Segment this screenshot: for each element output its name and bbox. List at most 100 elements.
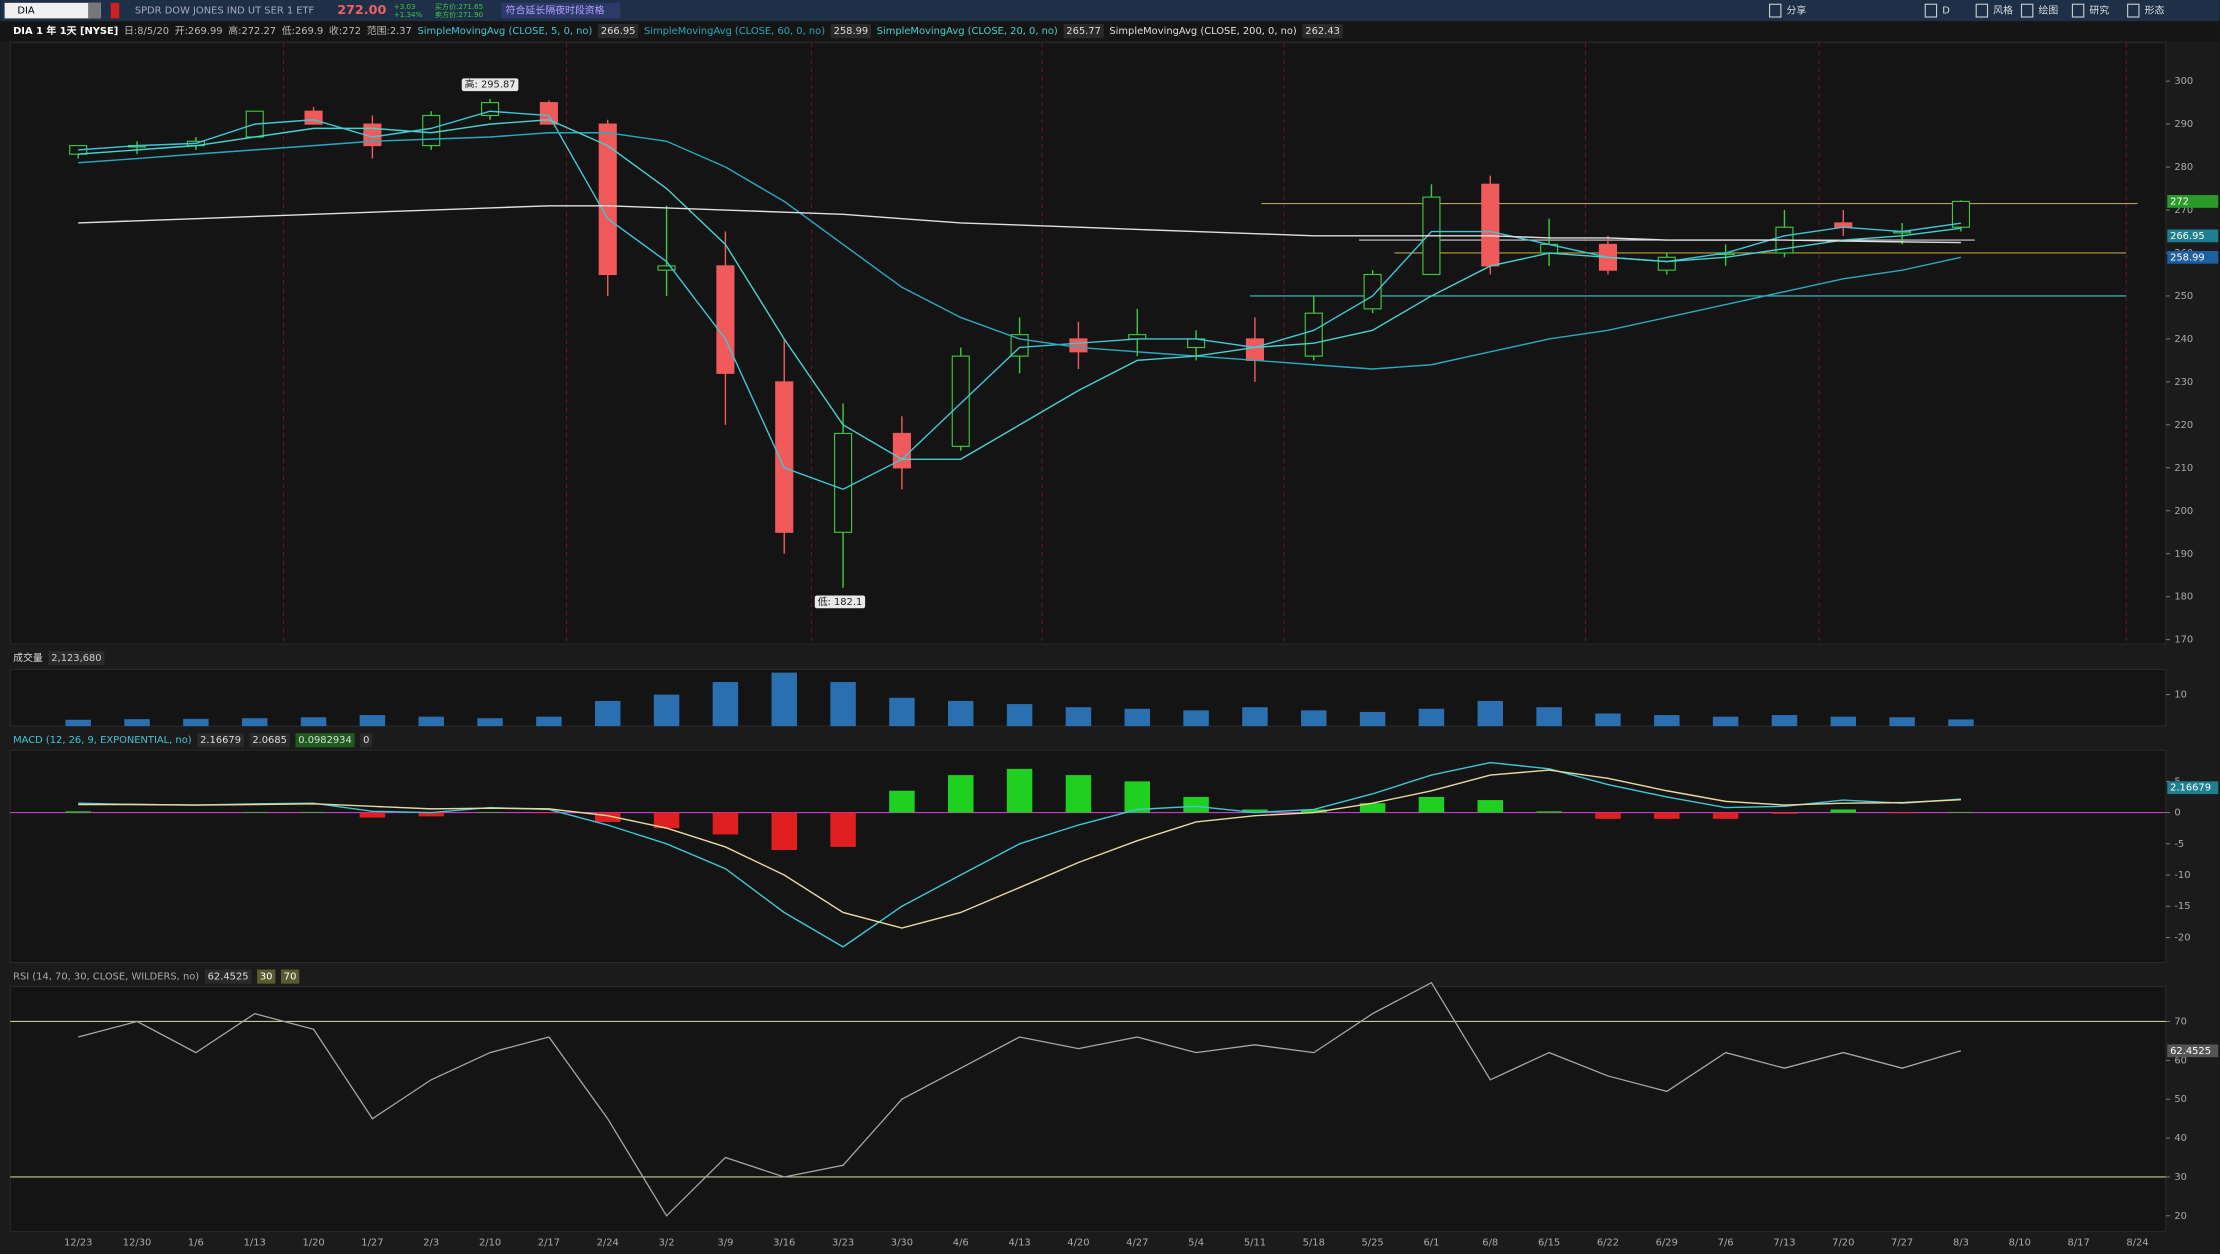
y-tick-label: 40 <box>2174 1133 2187 1144</box>
x-tick-label: 2/3 <box>423 1238 439 1249</box>
macd-histogram <box>1948 811 1974 813</box>
panel-value: 62.4525 <box>208 972 249 983</box>
y-tick-label: 180 <box>2174 592 2193 603</box>
volume-bar <box>1536 707 1562 727</box>
toolbar-button[interactable] <box>2020 3 2034 18</box>
y-tick-label: 10 <box>2174 690 2187 701</box>
toolbar-button-label[interactable]: 形态 <box>2145 4 2165 17</box>
macd-histogram <box>1889 812 1915 814</box>
chart-title: DIA 1 年 1天 [NYSE] <box>13 24 118 37</box>
moving-average <box>78 132 1962 370</box>
x-tick-label: 12/23 <box>64 1238 93 1249</box>
volume-bar <box>65 719 91 727</box>
symbol-input[interactable] <box>4 2 101 19</box>
y-tick-label: 220 <box>2174 420 2193 431</box>
x-tick-label: 2/24 <box>597 1238 619 1249</box>
panel-value: 0 <box>363 735 369 746</box>
toolbar-button[interactable] <box>2127 3 2140 18</box>
ohlc-field: 低:269.9 <box>282 24 324 37</box>
y-tick-label: 0 <box>2174 808 2180 819</box>
x-tick-label: 3/30 <box>891 1238 913 1249</box>
candle-body <box>1304 312 1323 357</box>
panel-title: 成交量 <box>13 651 43 664</box>
x-tick-label: 5/25 <box>1361 1238 1383 1249</box>
price-badge <box>2167 250 2219 264</box>
toolbar-button-label[interactable]: 研究 <box>2089 4 2109 17</box>
toolbar-button[interactable] <box>2071 3 2085 18</box>
macd-line <box>78 761 1961 948</box>
ohlc-field: 高:272.27 <box>228 24 276 37</box>
macd-histogram <box>1712 812 1739 819</box>
y-tick-label: 280 <box>2174 162 2193 173</box>
panel-value-box <box>295 733 355 748</box>
volume-bar <box>1654 715 1680 727</box>
y-tick-label: -5 <box>2174 839 2184 850</box>
y-tick-label: 210 <box>2174 463 2193 474</box>
y-tick-label: 30 <box>2174 1172 2187 1183</box>
x-tick-label: 8/3 <box>1953 1238 1969 1249</box>
volume-bar <box>1183 710 1209 727</box>
x-tick-label: 2/10 <box>479 1238 501 1249</box>
panel-value-box <box>48 651 105 666</box>
price-badge <box>2167 229 2219 243</box>
macd-histogram <box>1595 812 1621 819</box>
x-tick-label: 4/13 <box>1008 1238 1030 1249</box>
x-tick-label: 7/20 <box>1832 1238 1854 1249</box>
volume-bar <box>1830 716 1857 727</box>
y-tick-label: 50 <box>2174 1094 2187 1105</box>
macd-histogram <box>1418 796 1445 813</box>
y-tick-label: 230 <box>2174 377 2193 388</box>
panel-title: RSI (14, 70, 30, CLOSE, WILDERS, no) <box>13 972 199 983</box>
macd-histogram <box>1065 775 1092 813</box>
toolbar-button[interactable] <box>1768 3 1782 18</box>
x-tick-label: 1/6 <box>188 1238 204 1249</box>
y-tick-label: 190 <box>2174 549 2193 560</box>
macd-histogram <box>1477 800 1504 813</box>
x-tick-label: 3/2 <box>659 1238 675 1249</box>
x-tick-label: 1/20 <box>302 1238 324 1249</box>
y-tick-label: -10 <box>2174 870 2190 881</box>
x-tick-label: 4/20 <box>1067 1238 1089 1249</box>
info-bar <box>0 21 2220 42</box>
macd-histogram <box>1006 768 1033 813</box>
volume-bar <box>1477 700 1504 727</box>
volume-bar <box>477 718 503 727</box>
toolbar-button-label[interactable]: 分享 <box>1787 4 1807 17</box>
toolbar-button[interactable] <box>1924 3 1938 18</box>
symbol-dropdown[interactable] <box>88 2 101 19</box>
x-tick-label: 4/6 <box>953 1238 969 1249</box>
symbol-flag <box>110 2 120 19</box>
macd-histogram <box>1771 812 1798 814</box>
volume-bar <box>1712 716 1739 727</box>
macd-histogram <box>359 812 386 818</box>
ohlc-field: 开:269.99 <box>175 26 223 37</box>
volume-bar <box>1595 713 1621 727</box>
x-tick-label: 6/1 <box>1423 1238 1439 1249</box>
y-tick-label: -20 <box>2174 932 2190 943</box>
panel-value: 0.0982934 <box>298 735 352 746</box>
toolbar-button-label[interactable]: D <box>1942 6 1950 17</box>
study-label: SimpleMovingAvg (CLOSE, 5, 0, no) <box>418 26 593 37</box>
x-tick-label: 3/9 <box>717 1238 733 1249</box>
volume-bar <box>830 682 856 727</box>
study-value: 262.43 <box>1305 26 1340 37</box>
volume-bar <box>1889 717 1915 727</box>
volume-bar <box>948 700 974 727</box>
candle-body <box>775 381 794 533</box>
macd-histogram <box>241 811 268 813</box>
x-tick-label: 1/27 <box>361 1238 383 1249</box>
x-tick-label: 6/22 <box>1597 1238 1619 1249</box>
toolbar-button-label[interactable]: 风格 <box>1993 4 2013 17</box>
x-tick-label: 8/17 <box>2068 1238 2090 1249</box>
x-tick-label: 3/23 <box>832 1238 854 1249</box>
toolbar-button-label[interactable]: 绘图 <box>2038 4 2058 17</box>
volume-bar <box>1301 710 1327 727</box>
volume-bar <box>241 718 268 727</box>
x-tick-label: 12/30 <box>123 1238 152 1249</box>
y-tick-label: -15 <box>2174 901 2190 912</box>
macd-histogram <box>300 811 327 813</box>
ask: 卖方价:271.90 <box>435 10 484 19</box>
toolbar-button[interactable] <box>1975 3 1989 18</box>
price-badge-label: 266.95 <box>2170 231 2205 242</box>
